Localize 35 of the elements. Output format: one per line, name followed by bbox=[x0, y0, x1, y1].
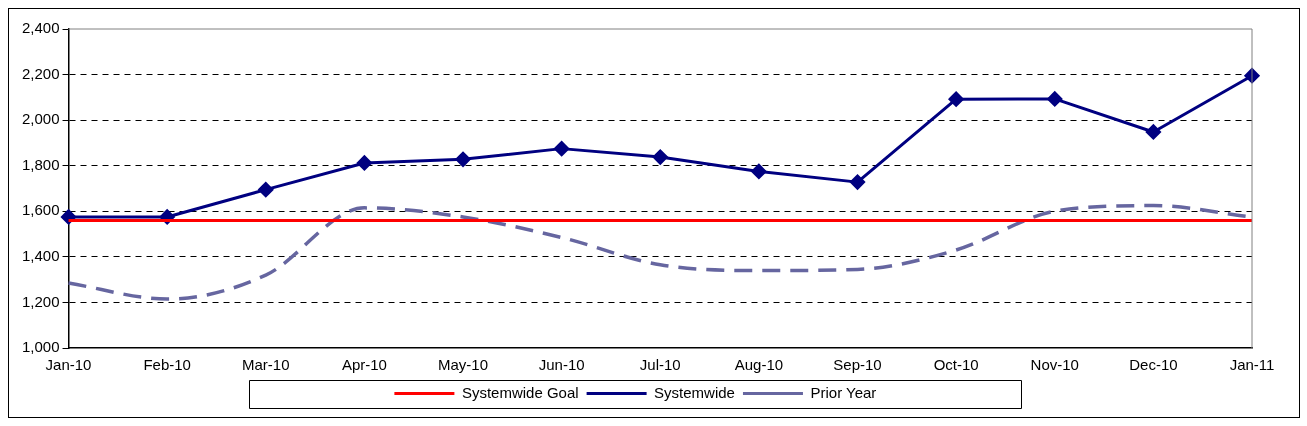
y-tick-label: 2,400 bbox=[21, 19, 60, 37]
y-tick-label: 1,800 bbox=[21, 155, 60, 173]
point bbox=[1047, 91, 1063, 107]
point bbox=[554, 141, 570, 157]
point bbox=[455, 151, 471, 167]
x-tick-label: Dec-10 bbox=[1129, 356, 1178, 374]
x-tick-label: Aug-10 bbox=[734, 356, 784, 374]
legend-label: Systemwide bbox=[654, 383, 735, 401]
x-tick-label: May-10 bbox=[438, 356, 489, 374]
point bbox=[356, 155, 372, 171]
y-tick-label: 2,200 bbox=[21, 64, 60, 82]
legend-label: Prior Year bbox=[810, 383, 877, 401]
x-tick-label: Nov-10 bbox=[1030, 356, 1079, 374]
x-tick-label: Jul-10 bbox=[639, 356, 681, 374]
point bbox=[751, 163, 767, 179]
y-tick-label: 1,000 bbox=[21, 338, 60, 356]
legend-label: Systemwide Goal bbox=[461, 383, 579, 401]
y-tick-label: 2,000 bbox=[21, 110, 60, 128]
x-tick-label: Jun-10 bbox=[538, 356, 585, 374]
point bbox=[948, 91, 964, 107]
x-tick-label: Feb-10 bbox=[143, 356, 191, 374]
y-tick-label: 1,400 bbox=[21, 247, 60, 264]
y-tick-label: 1,200 bbox=[21, 292, 60, 310]
point bbox=[1145, 124, 1161, 140]
x-tick-label: Sep-10 bbox=[833, 356, 882, 374]
x-tick-label: Oct-10 bbox=[933, 356, 979, 374]
point bbox=[61, 209, 77, 225]
y-tick-label: 1,600 bbox=[21, 201, 60, 219]
point bbox=[652, 149, 668, 165]
x-tick-label: Jan-11 bbox=[1229, 356, 1275, 374]
point bbox=[850, 174, 866, 190]
x-tick-label: Jan-10 bbox=[45, 356, 92, 374]
x-tick-label: Apr-10 bbox=[341, 356, 387, 374]
point bbox=[258, 182, 274, 198]
x-tick-label: Mar-10 bbox=[242, 356, 290, 374]
